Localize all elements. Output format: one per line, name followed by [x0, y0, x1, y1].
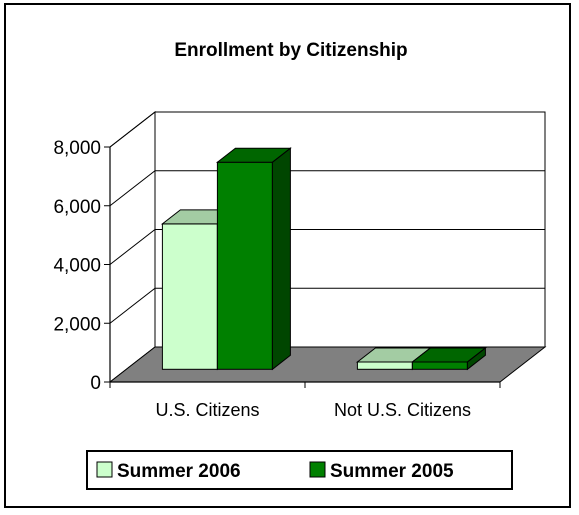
bar-side	[271, 147, 291, 371]
gridlines	[109, 111, 545, 324]
y-tick-labels: 0 2,000 4,000 6,000 8,000	[53, 138, 101, 394]
bar	[410, 346, 487, 371]
bar-top	[410, 347, 487, 363]
gridline	[109, 229, 545, 265]
y-tick-label: 0	[90, 373, 101, 394]
y-tick-label: 8,000	[53, 138, 101, 159]
gridline	[109, 170, 545, 207]
legend-label: Summer 2005	[330, 461, 454, 482]
bar-top	[215, 147, 292, 163]
legend-box	[86, 450, 513, 490]
axes	[104, 146, 501, 388]
x-tick-label: U.S. Citizens	[155, 400, 259, 420]
gridline	[109, 111, 545, 148]
bar-front	[161, 223, 218, 370]
legend-swatch	[96, 461, 113, 478]
y-tick-label: 4,000	[53, 256, 101, 277]
category-labels: U.S. Citizens Not U.S. Citizens	[155, 400, 471, 420]
legend-swatch	[309, 461, 326, 478]
bar-front	[411, 361, 468, 370]
y-tick-label: 6,000	[53, 197, 101, 218]
bar-front	[356, 361, 413, 370]
x-tick-label: Not U.S. Citizens	[334, 400, 471, 420]
bars	[160, 147, 487, 371]
legend: Summer 2006 Summer 2005	[96, 461, 454, 482]
chart-title: Enrollment by Citizenship	[174, 40, 407, 61]
bar	[215, 147, 292, 371]
legend-label: Summer 2006	[117, 461, 241, 482]
bar-front	[216, 161, 273, 370]
gridline	[109, 287, 545, 324]
y-tick-label: 2,000	[53, 314, 101, 335]
